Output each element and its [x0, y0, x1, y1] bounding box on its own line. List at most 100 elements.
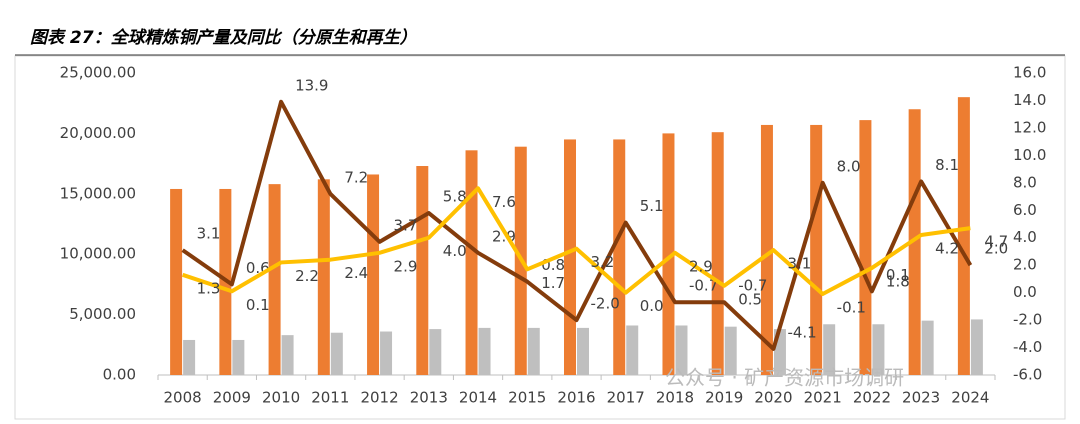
y2-tick-label: 14.0 [1013, 91, 1046, 109]
y2-tick-label: 16.0 [1013, 64, 1046, 82]
value-label: -0.7 [689, 277, 718, 295]
y-tick-label: 0.00 [103, 366, 136, 384]
value-label: 7.6 [492, 193, 516, 211]
value-label: 0.1 [246, 296, 270, 314]
value-label: 2.0 [984, 240, 1008, 258]
x-tick-label: 2015 [508, 389, 546, 407]
value-label: 3.1 [787, 255, 811, 273]
value-label: 2.9 [394, 257, 418, 275]
x-tick-label: 2012 [360, 389, 398, 407]
watermark: 公众号 · 矿产资源市场调研 [665, 366, 904, 390]
bar [380, 331, 393, 375]
value-label: 5.8 [443, 188, 467, 206]
line [181, 186, 971, 297]
bar [921, 320, 934, 375]
chart-title: 图表 27：全球精炼铜产量及同比（分原生和再生） [30, 28, 417, 48]
y2-tick-label: -2.0 [1013, 311, 1042, 329]
x-tick-label: 2008 [164, 389, 202, 407]
x-tick-label: 2013 [410, 389, 448, 407]
value-label: -4.1 [787, 323, 816, 341]
value-label: 7.2 [344, 168, 368, 186]
x-tick-label: 2024 [951, 389, 989, 407]
bar [232, 339, 245, 375]
y-tick-label: 5,000.00 [69, 305, 136, 323]
value-label: 4.7 [984, 233, 1008, 251]
bar [330, 332, 343, 375]
value-label: -0.1 [837, 299, 866, 317]
value-label: 8.1 [935, 156, 959, 174]
bar [823, 324, 836, 375]
y2-tick-label: -6.0 [1013, 366, 1042, 384]
value-label: 2.2 [295, 267, 319, 285]
y-tick-label: 15,000.00 [60, 184, 136, 202]
y2-tick-label: 6.0 [1013, 201, 1037, 219]
bar [613, 139, 626, 375]
x-tick-label: 2020 [754, 389, 792, 407]
value-label: -2.0 [591, 295, 620, 313]
x-tick-label: 2017 [607, 389, 645, 407]
bar [675, 325, 688, 375]
value-label: 1.8 [886, 272, 910, 290]
line [181, 99, 973, 351]
value-label: -0.7 [738, 277, 767, 295]
x-tick-label: 2010 [262, 389, 300, 407]
x-tick-label: 2023 [902, 389, 940, 407]
y2-tick-label: 10.0 [1013, 146, 1046, 164]
value-label: 3.2 [591, 253, 615, 271]
bar [429, 329, 442, 375]
bar [760, 124, 773, 375]
bar [859, 120, 872, 375]
bar [416, 166, 429, 375]
bar [478, 327, 491, 375]
value-label: 1.7 [541, 274, 565, 292]
bar [577, 327, 589, 375]
bar [970, 319, 983, 375]
value-label: 8.0 [837, 157, 861, 175]
x-tick-label: 2009 [213, 389, 251, 407]
value-label: 13.9 [295, 76, 328, 94]
bar [662, 133, 675, 375]
value-label: 0.0 [640, 297, 664, 315]
bar [872, 324, 885, 375]
bar [527, 327, 540, 375]
x-tick-label: 2018 [656, 389, 694, 407]
bar [711, 132, 724, 375]
x-tick-label: 2011 [311, 389, 349, 407]
bar [281, 335, 294, 375]
y-tick-label: 25,000.00 [60, 64, 136, 82]
bar [170, 188, 183, 375]
bar [465, 150, 478, 375]
bar [367, 174, 380, 375]
value-label: 0.1 [886, 266, 910, 284]
y-tick-label: 20,000.00 [60, 124, 136, 142]
value-label: 4.2 [935, 239, 959, 257]
bar [908, 109, 921, 376]
x-tick-label: 2016 [557, 389, 595, 407]
value-label: 3.7 [394, 216, 418, 234]
chart-frame [14, 55, 1066, 420]
value-label: 2.9 [689, 257, 713, 275]
value-label: 3.1 [197, 225, 221, 243]
y2-tick-label: 0.0 [1013, 283, 1037, 301]
bar [317, 179, 330, 375]
value-label: 4.0 [443, 242, 467, 260]
y2-tick-label: 8.0 [1013, 173, 1037, 191]
bar [268, 184, 281, 375]
y2-tick-label: 12.0 [1013, 118, 1046, 136]
x-tick-label: 2019 [705, 389, 743, 407]
value-label: 2.4 [344, 264, 368, 282]
bar [626, 325, 639, 375]
x-tick-label: 2021 [804, 389, 842, 407]
bar [564, 139, 576, 375]
x-tick-label: 2022 [853, 389, 891, 407]
y2-tick-label: 4.0 [1013, 228, 1037, 246]
y-tick-label: 10,000.00 [60, 245, 136, 263]
y2-tick-label: 2.0 [1013, 256, 1037, 274]
y2-tick-label: -4.0 [1013, 338, 1042, 356]
bar [183, 339, 196, 375]
value-label: 1.3 [197, 279, 221, 297]
value-label: 5.1 [640, 197, 664, 215]
x-tick-label: 2014 [459, 389, 497, 407]
